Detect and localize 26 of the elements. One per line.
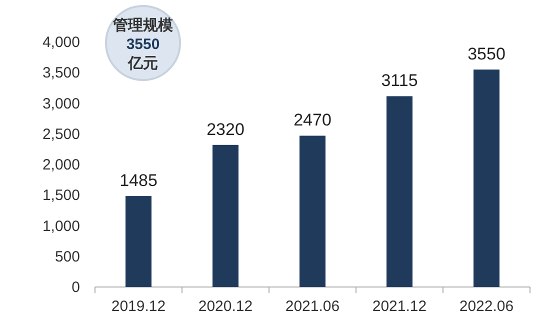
y-tick-label: 1,500 — [42, 187, 80, 204]
bar — [386, 96, 412, 287]
data-label: 2470 — [294, 110, 332, 130]
x-tick-label: 2022.06 — [459, 298, 514, 315]
data-label: 3550 — [468, 44, 506, 64]
data-label: 3115 — [381, 71, 418, 90]
x-tick-label: 2021.06 — [285, 298, 340, 315]
bar — [474, 70, 500, 287]
y-tick-label: 3,000 — [42, 95, 80, 112]
data-label: 1485 — [120, 171, 158, 190]
y-tick-label: 1,000 — [42, 218, 80, 235]
badge: 管理规模 3550 亿元 — [105, 5, 181, 81]
data-label: 2320 — [206, 120, 244, 139]
annotation: 管理规模 3550 亿元 — [112, 17, 174, 72]
bar — [212, 144, 238, 287]
y-tick-label: 4,000 — [42, 34, 80, 51]
x-tick-label: 2021.12 — [372, 298, 427, 315]
y-tick-label: 0 — [72, 279, 80, 296]
y-tick-label: 2,000 — [42, 156, 80, 174]
bar — [300, 136, 326, 287]
bar — [126, 196, 152, 287]
x-tick-label: 2020.12 — [198, 298, 253, 315]
y-tick-label: 500 — [54, 248, 80, 266]
y-tick-label: 3,500 — [42, 64, 80, 82]
y-tick-label: 2,500 — [42, 126, 80, 143]
x-tick-label: 2019.12 — [111, 298, 166, 315]
